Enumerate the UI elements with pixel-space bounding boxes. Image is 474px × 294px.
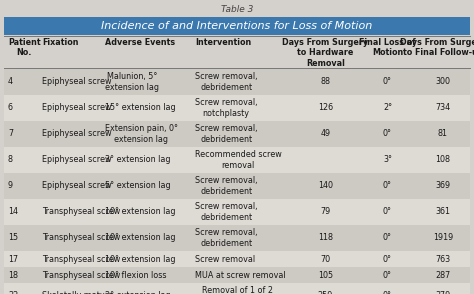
Text: 140: 140 xyxy=(318,181,333,191)
Text: Transphyseal screw: Transphyseal screw xyxy=(42,208,120,216)
Text: 17: 17 xyxy=(8,255,18,263)
Text: 0°: 0° xyxy=(383,233,392,243)
Text: MUA at screw removal: MUA at screw removal xyxy=(195,270,286,280)
Text: 22: 22 xyxy=(8,291,18,294)
Text: Removal of 1 of 2
screws, debridement: Removal of 1 of 2 screws, debridement xyxy=(195,286,280,294)
Text: 9: 9 xyxy=(8,181,13,191)
Text: 287: 287 xyxy=(436,270,451,280)
Text: 108: 108 xyxy=(436,156,450,165)
Text: Skeletally mature: Skeletally mature xyxy=(42,291,113,294)
Text: 2° extension lag: 2° extension lag xyxy=(105,291,171,294)
Bar xyxy=(4,95,470,121)
Bar xyxy=(4,147,470,173)
Text: Adverse Events: Adverse Events xyxy=(105,38,175,47)
Bar xyxy=(4,121,470,147)
Text: 3°: 3° xyxy=(383,156,392,165)
Text: 18: 18 xyxy=(8,270,18,280)
Text: 105: 105 xyxy=(318,270,333,280)
Text: 0°: 0° xyxy=(383,208,392,216)
Text: 369: 369 xyxy=(436,181,451,191)
Text: Extension pain, 0°
extension lag: Extension pain, 0° extension lag xyxy=(105,124,178,144)
Text: 1919: 1919 xyxy=(433,233,453,243)
Text: 10° flexion loss: 10° flexion loss xyxy=(105,270,166,280)
Text: 0°: 0° xyxy=(383,255,392,263)
Text: Days From Surgery
to Hardware
Removal: Days From Surgery to Hardware Removal xyxy=(283,38,369,68)
Text: 6: 6 xyxy=(8,103,13,113)
Text: Intervention: Intervention xyxy=(195,38,251,47)
Text: Transphyseal screw: Transphyseal screw xyxy=(42,233,120,243)
Text: 88: 88 xyxy=(320,78,330,86)
Text: Screw removal,
notchplasty: Screw removal, notchplasty xyxy=(195,98,257,118)
Text: 15: 15 xyxy=(8,233,18,243)
Text: Days From Surgery
to Final Follow-up: Days From Surgery to Final Follow-up xyxy=(400,38,474,57)
Text: Transphyseal screw: Transphyseal screw xyxy=(42,255,120,263)
Text: 0°: 0° xyxy=(383,291,392,294)
Text: Fixation: Fixation xyxy=(42,38,79,47)
Text: Recommended screw
removal: Recommended screw removal xyxy=(195,150,282,170)
Text: 0°: 0° xyxy=(383,129,392,138)
Bar xyxy=(4,173,470,199)
Text: 0°: 0° xyxy=(383,270,392,280)
Text: 259: 259 xyxy=(318,291,333,294)
Bar xyxy=(4,251,470,267)
Text: Epiphyseal screw: Epiphyseal screw xyxy=(42,156,111,165)
Text: Epiphyseal screw: Epiphyseal screw xyxy=(42,78,111,86)
Text: Table 3: Table 3 xyxy=(221,5,253,14)
Bar xyxy=(4,199,470,225)
Text: Screw removal,
debridement: Screw removal, debridement xyxy=(195,202,257,222)
Text: Epiphyseal screw: Epiphyseal screw xyxy=(42,129,111,138)
Text: Epiphyseal screw: Epiphyseal screw xyxy=(42,103,111,113)
Text: 14: 14 xyxy=(8,208,18,216)
Bar xyxy=(4,283,470,294)
Text: 10° extension lag: 10° extension lag xyxy=(105,255,175,263)
Text: 15° extension lag: 15° extension lag xyxy=(105,103,176,113)
Bar xyxy=(4,225,470,251)
Text: 79: 79 xyxy=(320,208,331,216)
Text: 81: 81 xyxy=(438,129,448,138)
Text: 0°: 0° xyxy=(383,78,392,86)
Text: Final Loss of
Motion: Final Loss of Motion xyxy=(359,38,416,57)
Text: 3° extension lag: 3° extension lag xyxy=(105,156,171,165)
Text: 7: 7 xyxy=(8,129,13,138)
Text: Patient
No.: Patient No. xyxy=(8,38,41,57)
Text: 49: 49 xyxy=(320,129,330,138)
Text: 10° extension lag: 10° extension lag xyxy=(105,233,175,243)
Text: 10° extension lag: 10° extension lag xyxy=(105,208,175,216)
Text: 763: 763 xyxy=(436,255,451,263)
Text: Screw removal,
debridement: Screw removal, debridement xyxy=(195,124,257,144)
Text: Incidence of and Interventions for Loss of Motion: Incidence of and Interventions for Loss … xyxy=(101,21,373,31)
Text: Malunion, 5°
extension lag: Malunion, 5° extension lag xyxy=(105,72,159,92)
Text: 5° extension lag: 5° extension lag xyxy=(105,181,171,191)
Text: Screw removal,
debridement: Screw removal, debridement xyxy=(195,176,257,196)
Text: 379: 379 xyxy=(436,291,451,294)
Text: 118: 118 xyxy=(318,233,333,243)
Text: 2°: 2° xyxy=(383,103,392,113)
Text: 8: 8 xyxy=(8,156,13,165)
Text: 300: 300 xyxy=(436,78,450,86)
Text: Screw removal: Screw removal xyxy=(195,255,255,263)
Text: 0°: 0° xyxy=(383,181,392,191)
Text: 361: 361 xyxy=(436,208,450,216)
Text: Transphyseal screw: Transphyseal screw xyxy=(42,270,120,280)
Bar xyxy=(4,17,470,35)
Bar xyxy=(4,267,470,283)
Text: 734: 734 xyxy=(436,103,451,113)
Text: Screw removal,
debridement: Screw removal, debridement xyxy=(195,72,257,92)
Text: Epiphyseal screw: Epiphyseal screw xyxy=(42,181,111,191)
Text: 70: 70 xyxy=(320,255,330,263)
Bar xyxy=(4,69,470,95)
Text: 126: 126 xyxy=(318,103,333,113)
Text: 4: 4 xyxy=(8,78,13,86)
Text: Screw removal,
debridement: Screw removal, debridement xyxy=(195,228,257,248)
